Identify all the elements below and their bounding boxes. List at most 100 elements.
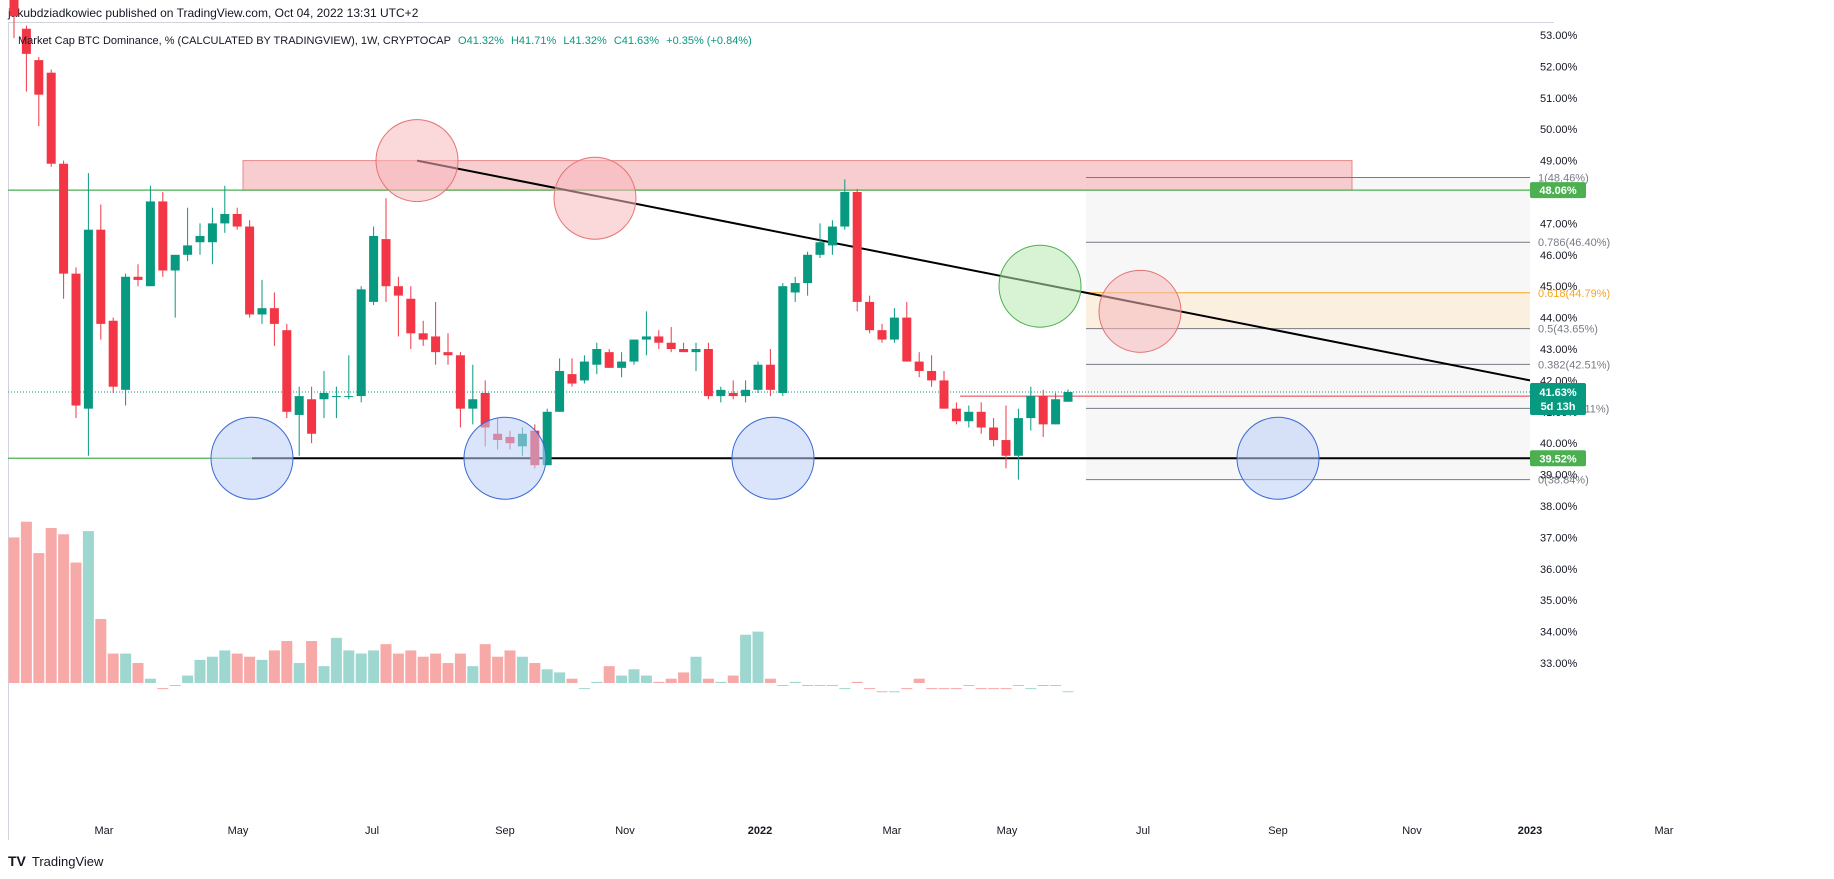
y-axis-tick: 39.00% <box>1540 470 1578 482</box>
volume-bar <box>343 650 355 683</box>
fib-label: 0.618(44.79%) <box>1538 288 1610 300</box>
volume-bar <box>876 691 888 693</box>
volume-bar <box>777 684 789 686</box>
volume-bar <box>1012 684 1024 686</box>
candle-body <box>827 226 837 246</box>
volume-bar <box>417 656 429 683</box>
volume-bar <box>8 537 20 683</box>
volume-bar <box>988 688 1000 690</box>
candle-body <box>555 370 565 412</box>
volume-bar <box>194 659 206 683</box>
candle-body <box>170 254 180 271</box>
legend-open: O41.32% <box>458 35 504 47</box>
candle-body <box>294 396 304 415</box>
legend-close: C41.63% <box>613 35 660 47</box>
volume-bar <box>454 653 466 683</box>
candle-body <box>9 0 19 17</box>
y-axis-tick: 37.00% <box>1540 532 1578 544</box>
candle-body <box>220 213 230 224</box>
candle-body <box>34 60 44 95</box>
candle-body <box>629 339 639 362</box>
candle-body <box>369 235 379 302</box>
candle-body <box>852 192 862 302</box>
support-circle <box>463 416 547 500</box>
candle-body <box>207 223 217 243</box>
volume-bar <box>1062 691 1074 693</box>
candle-body <box>319 392 329 400</box>
y-axis-tick: 36.00% <box>1540 564 1578 576</box>
candle-body <box>468 399 478 409</box>
volume-bar <box>690 656 702 683</box>
candle-body <box>307 399 317 434</box>
candle-body <box>269 308 279 324</box>
volume-bar <box>157 688 169 690</box>
volume-bar <box>591 681 603 683</box>
tradingview-footer[interactable]: TV TradingView <box>8 853 103 869</box>
published-info: jakubdziadkowiec published on TradingVie… <box>8 6 419 20</box>
resistance-circle <box>1098 269 1182 353</box>
candle-body <box>356 289 366 397</box>
volume-bar <box>1037 684 1049 686</box>
volume-bar <box>281 641 293 683</box>
candle-body <box>641 336 651 340</box>
volume-bar <box>963 684 975 686</box>
candle-body <box>1051 399 1061 425</box>
volume-bar <box>851 681 863 683</box>
candle-body <box>902 317 912 362</box>
x-axis-tick: Jul <box>365 825 379 837</box>
y-axis-tick: 44.00% <box>1540 313 1578 325</box>
candle-body <box>344 396 354 398</box>
candle-body <box>542 411 552 466</box>
legend-change: +0.35% (+0.84%) <box>666 35 752 47</box>
x-axis-tick: 2023 <box>1518 825 1542 837</box>
candle-body <box>381 239 391 287</box>
volume-bar <box>913 678 925 683</box>
volume-bar <box>182 675 194 683</box>
candle-body <box>331 396 341 398</box>
volume-bar <box>244 656 256 683</box>
candle-body <box>889 317 899 340</box>
candle-body <box>617 361 627 368</box>
volume-bar <box>789 681 801 683</box>
candle-body <box>443 352 453 356</box>
candle-body <box>567 374 577 384</box>
volume-bar <box>653 681 665 683</box>
volume-bar <box>665 678 677 683</box>
candle-body <box>393 286 403 296</box>
volume-bar <box>306 641 318 683</box>
candle-body <box>803 254 813 284</box>
volume-bar <box>616 675 628 683</box>
candle-body <box>1013 418 1023 456</box>
y-axis-tick: 51.00% <box>1540 93 1578 105</box>
candle-body <box>877 330 887 340</box>
candle-body <box>455 355 465 409</box>
y-axis-tick: 45.00% <box>1540 281 1578 293</box>
tradingview-logo-icon: TV <box>8 853 26 869</box>
resistance-circle <box>375 119 459 203</box>
last-price-tag <box>1530 383 1586 416</box>
volume-bar <box>1050 684 1062 686</box>
volume-bar <box>702 678 714 683</box>
chart-frame[interactable] <box>8 22 1554 840</box>
volume-bar <box>975 688 987 690</box>
volume-bar <box>355 653 367 683</box>
volume-bar <box>529 663 541 683</box>
candle-body <box>108 320 118 387</box>
candle-body <box>431 336 441 353</box>
candle-body <box>741 389 751 397</box>
candle-body <box>815 242 825 255</box>
volume-bar <box>33 553 45 683</box>
candle-body <box>1026 396 1036 419</box>
volume-bar <box>132 663 144 683</box>
volume-bar <box>640 675 652 683</box>
volume-bar <box>45 527 57 683</box>
y-axis-tick: 43.00% <box>1540 344 1578 356</box>
x-axis-tick: Sep <box>1268 825 1288 837</box>
volume-bar <box>144 678 156 683</box>
candle-body <box>592 349 602 365</box>
candle-body <box>21 28 31 54</box>
volume-bar <box>492 656 504 683</box>
candle-body <box>691 349 701 353</box>
volume-bar <box>107 653 119 683</box>
